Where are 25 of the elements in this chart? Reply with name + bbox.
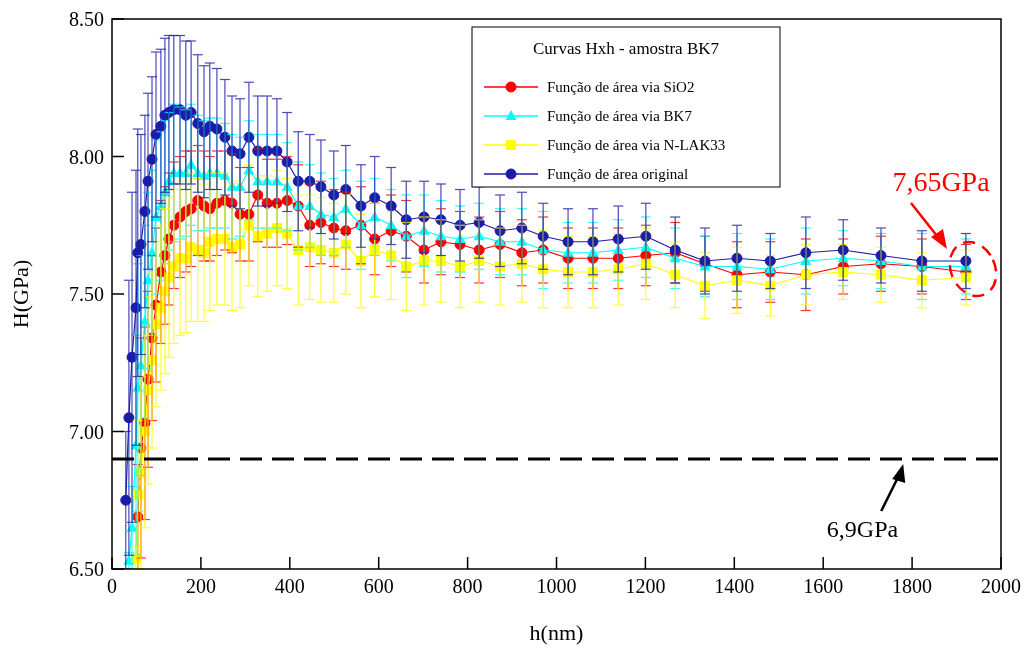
legend-label: Função de área via BK7 [547,108,693,124]
y-axis-title: H(GPa) [8,259,33,329]
x-axis-title: h(nm) [529,620,584,645]
x-tick-label: 600 [363,575,394,597]
x-tick-label: 800 [452,575,483,597]
y-tick-label: 8.50 [69,8,104,30]
x-tick-label: 0 [107,575,117,597]
x-tick-label: 1000 [536,575,577,597]
legend-label: Função de área via N-LAK33 [547,137,726,153]
x-tick-label: 1600 [803,575,844,597]
x-tick-label: 2000 [981,575,1021,597]
y-tick-label: 7.00 [69,420,104,443]
annotation: 6,9GPa [826,516,899,542]
x-tick-label: 1200 [625,575,666,597]
legend-label: Função de área original [547,166,689,182]
x-tick-label: 1400 [714,575,755,597]
y-tick-label: 8.00 [69,145,104,168]
y-tick-label: 7.50 [69,283,104,305]
legend-title: Curvas Hxh - amostra BK7 [532,39,720,58]
legend-label: Função de área via SiO2 [547,79,695,95]
annotation: 7,65GPa [892,166,991,197]
y-tick-label: 6.50 [69,558,104,580]
x-tick-label: 1800 [892,575,933,597]
x-tick-label: 200 [185,575,216,597]
x-tick-label: 400 [274,575,305,597]
